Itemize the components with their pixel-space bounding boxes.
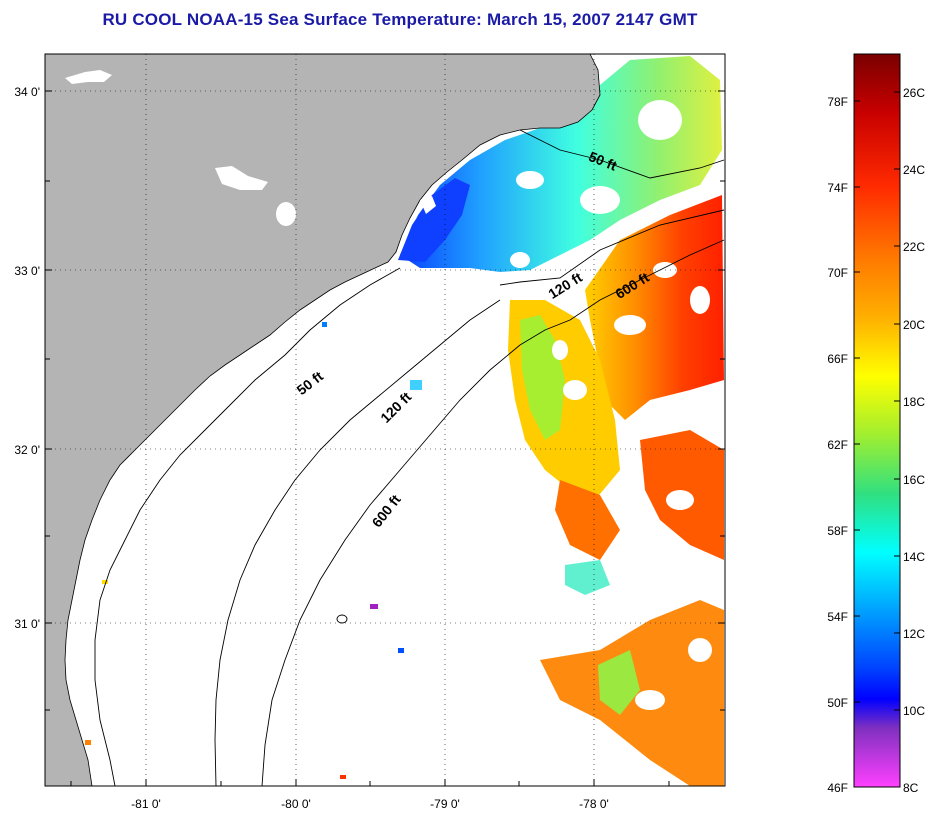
sst-speck-3 [340, 775, 346, 779]
map-panel: 50 ft 120 ft 600 ft 50 ft 120 ft 600 ft [45, 54, 725, 786]
contour-120ft [499, 209, 725, 286]
sst-speck-2 [410, 380, 422, 390]
longitude-labels: -81 0' -80 0' -79 0' -78 0' [131, 797, 609, 811]
colorbar: 78F 74F 70F 66F 62F 58F 54F 50F 46F 26C … [827, 53, 925, 795]
c-label-16: 16C [903, 473, 925, 487]
f-label-50: 50F [827, 696, 848, 710]
lat-label-31: 31 0' [14, 617, 40, 631]
sst-speck-6 [398, 648, 404, 653]
lat-label-32: 32 0' [14, 443, 40, 457]
colorbar-f-ticks [854, 100, 860, 703]
f-label-46: 46F [827, 781, 848, 795]
contour-600ft-south [261, 344, 521, 786]
c-label-14: 14C [903, 550, 925, 564]
lon-label-78: -78 0' [579, 797, 609, 811]
sst-cyan-patch [565, 560, 610, 595]
sst-gulf-stream-north [585, 195, 724, 420]
lon-label-79: -79 0' [430, 797, 460, 811]
graticule [45, 54, 725, 786]
f-label-78: 78F [827, 95, 848, 109]
colorbar-c-ticks [894, 91, 900, 711]
c-label-8: 8C [903, 781, 919, 795]
map-title: RU COOL NOAA-15 Sea Surface Temperature:… [102, 10, 698, 29]
f-label-74: 74F [827, 181, 848, 195]
f-label-66: 66F [827, 352, 848, 366]
axis-ticks [45, 90, 725, 786]
c-label-24: 24C [903, 163, 925, 177]
sst-speck-5 [85, 740, 91, 745]
c-label-22: 22C [903, 240, 925, 254]
sst-speck-7 [322, 322, 327, 327]
c-label-26: 26C [903, 86, 925, 100]
contour-120ft-south [214, 299, 501, 786]
lon-label-80: -80 0' [281, 797, 311, 811]
land-mass [45, 54, 601, 786]
c-label-20: 20C [903, 318, 925, 332]
latitude-labels: 34 0' 33 0' 32 0' 31 0' [14, 85, 40, 631]
sst-speck-4 [102, 580, 108, 584]
colorbar-f-labels: 78F 74F 70F 66F 62F 58F 54F 50F 46F [827, 95, 848, 795]
bathymetry-contours [94, 129, 725, 786]
f-label-58: 58F [827, 524, 848, 538]
lat-label-33: 33 0' [14, 264, 40, 278]
sst-blue-patch [398, 178, 470, 262]
contour-50ft [519, 129, 725, 179]
sst-south-red [555, 480, 620, 560]
lon-label-81: -81 0' [131, 797, 161, 811]
sst-speck-1 [370, 604, 378, 609]
lat-label-34: 34 0' [14, 85, 40, 99]
f-label-70: 70F [827, 266, 848, 280]
contour-600ft [519, 239, 725, 346]
sst-southeast-green [598, 650, 640, 715]
map-frame [44, 53, 726, 787]
colorbar-c-labels: 26C 24C 22C 20C 18C 16C 14C 12C 10C 8C [903, 86, 925, 795]
f-label-54: 54F [827, 610, 848, 624]
colorbar-gradient [853, 53, 901, 788]
c-label-10: 10C [903, 704, 925, 718]
inland-lakes [65, 70, 436, 226]
c-label-12: 12C [903, 627, 925, 641]
c-label-18: 18C [903, 395, 925, 409]
contour-50ft-south [94, 267, 401, 786]
f-label-62: 62F [827, 438, 848, 452]
